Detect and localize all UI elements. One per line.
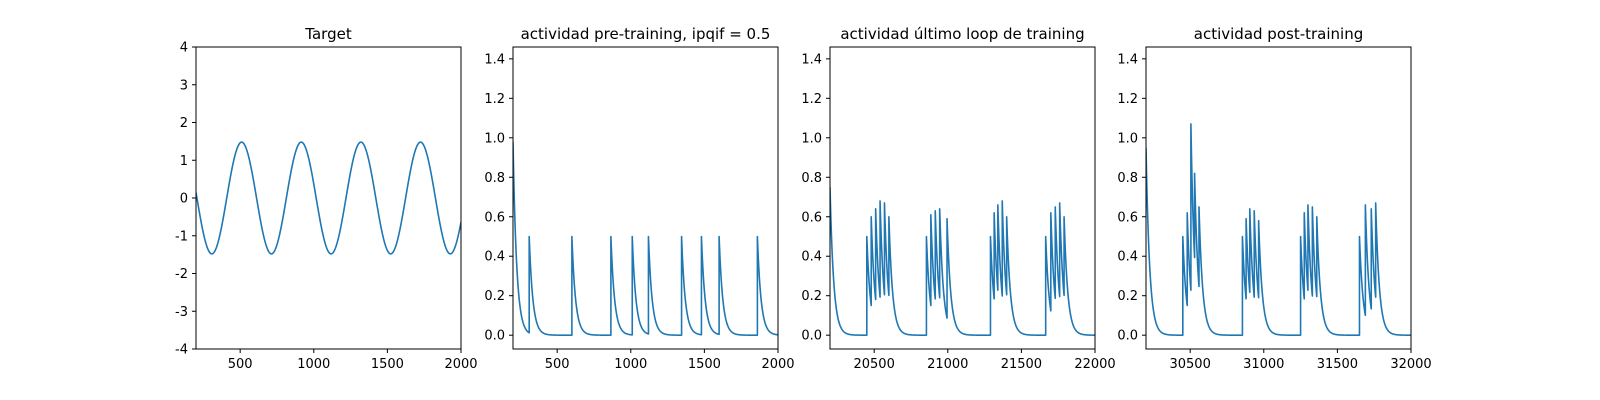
y-tick-label: 1.0 bbox=[801, 131, 822, 146]
y-tick-label: 0.2 bbox=[484, 289, 505, 304]
y-tick-label: 1.0 bbox=[484, 131, 505, 146]
y-tick-label: 4 bbox=[180, 41, 188, 56]
axes-frame bbox=[512, 46, 779, 350]
subplot-last-training-loop: actividad último loop de training 20500 2… bbox=[801, 25, 1115, 372]
axes-frame bbox=[195, 46, 462, 350]
y-tick-label: 1.2 bbox=[1117, 92, 1138, 107]
plot-area bbox=[830, 187, 1095, 336]
x-tick-label: 2000 bbox=[444, 357, 477, 372]
y-tick-label: -3 bbox=[175, 305, 188, 320]
y-tick-label: 1.4 bbox=[484, 52, 505, 67]
axes-frame bbox=[1145, 46, 1412, 350]
plot-area bbox=[513, 141, 778, 336]
y-tick-label: 0.8 bbox=[801, 171, 822, 186]
y-tick-label: 2 bbox=[180, 116, 188, 131]
subplot-pre-training: actividad pre-training, ipqif = 0.5 500 1… bbox=[484, 25, 794, 372]
y-tick-label: -1 bbox=[175, 229, 188, 244]
y-tick-label: -4 bbox=[175, 343, 188, 358]
x-tick-label: 31500 bbox=[1317, 357, 1358, 372]
y-tick-label: 0.4 bbox=[484, 250, 505, 265]
y-tick-label: 0.0 bbox=[801, 329, 822, 344]
series-line bbox=[1146, 123, 1411, 336]
y-tick-label: 0.2 bbox=[801, 289, 822, 304]
subplot-title: actividad pre-training, ipqif = 0.5 bbox=[521, 25, 771, 43]
x-tick-label: 1500 bbox=[371, 357, 404, 372]
y-tick-label: 0.8 bbox=[1117, 171, 1138, 186]
subplot-title: actividad último loop de training bbox=[840, 25, 1084, 43]
x-tick-label: 500 bbox=[545, 357, 570, 372]
subplot-target: Target 500 1000 1500 2000 -4 -3 -2 -1 0 1 2 3 4 bbox=[175, 25, 478, 372]
y-tick-label: 0.6 bbox=[1117, 210, 1138, 225]
x-tick-label: 30500 bbox=[1169, 357, 1210, 372]
series-line bbox=[196, 141, 461, 255]
x-tick-label: 1500 bbox=[688, 357, 721, 372]
y-tick-label: 0.2 bbox=[1117, 289, 1138, 304]
y-tick-label: -2 bbox=[175, 267, 188, 282]
y-tick-label: 0.0 bbox=[1117, 329, 1138, 344]
x-tick-label: 31000 bbox=[1243, 357, 1284, 372]
y-tick-label: 1.4 bbox=[1117, 52, 1138, 67]
y-tick-label: 0.4 bbox=[1117, 250, 1138, 265]
y-tick-label: 1 bbox=[180, 154, 188, 169]
x-tick-label: 20500 bbox=[853, 357, 894, 372]
y-tick-label: 0.6 bbox=[801, 210, 822, 225]
axis-ticks: 500 1000 1500 2000 0.0 0.2 0.4 0.6 0.8 1.0 1.2 1.4 bbox=[484, 52, 794, 372]
y-tick-label: 1.2 bbox=[801, 92, 822, 107]
y-tick-label: 1.2 bbox=[484, 92, 505, 107]
y-tick-label: 0.4 bbox=[801, 250, 822, 265]
axis-ticks: 30500 31000 31500 32000 0.0 0.2 0.4 0.6 0.8 1.0 1.… bbox=[1117, 52, 1431, 372]
x-tick-label: 21000 bbox=[927, 357, 968, 372]
x-tick-label: 21500 bbox=[1001, 357, 1042, 372]
y-tick-label: 0.6 bbox=[484, 210, 505, 225]
series-line bbox=[830, 187, 1095, 336]
x-tick-label: 32000 bbox=[1390, 357, 1431, 372]
plot-area bbox=[1146, 123, 1411, 336]
y-tick-label: 0 bbox=[180, 192, 188, 207]
y-tick-label: 3 bbox=[180, 78, 188, 93]
subplot-title: actividad post-training bbox=[1194, 25, 1363, 43]
y-tick-label: 1.4 bbox=[801, 52, 822, 67]
axis-ticks: 20500 21000 21500 22000 0.0 0.2 0.4 0.6 0.8 1.0 1.… bbox=[801, 52, 1115, 372]
x-tick-label: 500 bbox=[228, 357, 253, 372]
y-tick-label: 0.8 bbox=[484, 171, 505, 186]
subplot-post-training: actividad post-training 30500 31000 31500 3… bbox=[1117, 25, 1431, 372]
x-tick-label: 1000 bbox=[297, 357, 330, 372]
axis-ticks: 500 1000 1500 2000 -4 -3 -2 -1 0 1 2 3 4 bbox=[175, 41, 478, 373]
y-tick-label: 0.0 bbox=[484, 329, 505, 344]
plot-area bbox=[196, 141, 461, 255]
subplot-title: Target bbox=[304, 25, 352, 43]
series-line bbox=[513, 141, 778, 336]
y-tick-label: 1.0 bbox=[1117, 131, 1138, 146]
x-tick-label: 1000 bbox=[614, 357, 647, 372]
axes-frame bbox=[829, 46, 1096, 350]
x-tick-label: 2000 bbox=[761, 357, 794, 372]
x-tick-label: 22000 bbox=[1074, 357, 1115, 372]
